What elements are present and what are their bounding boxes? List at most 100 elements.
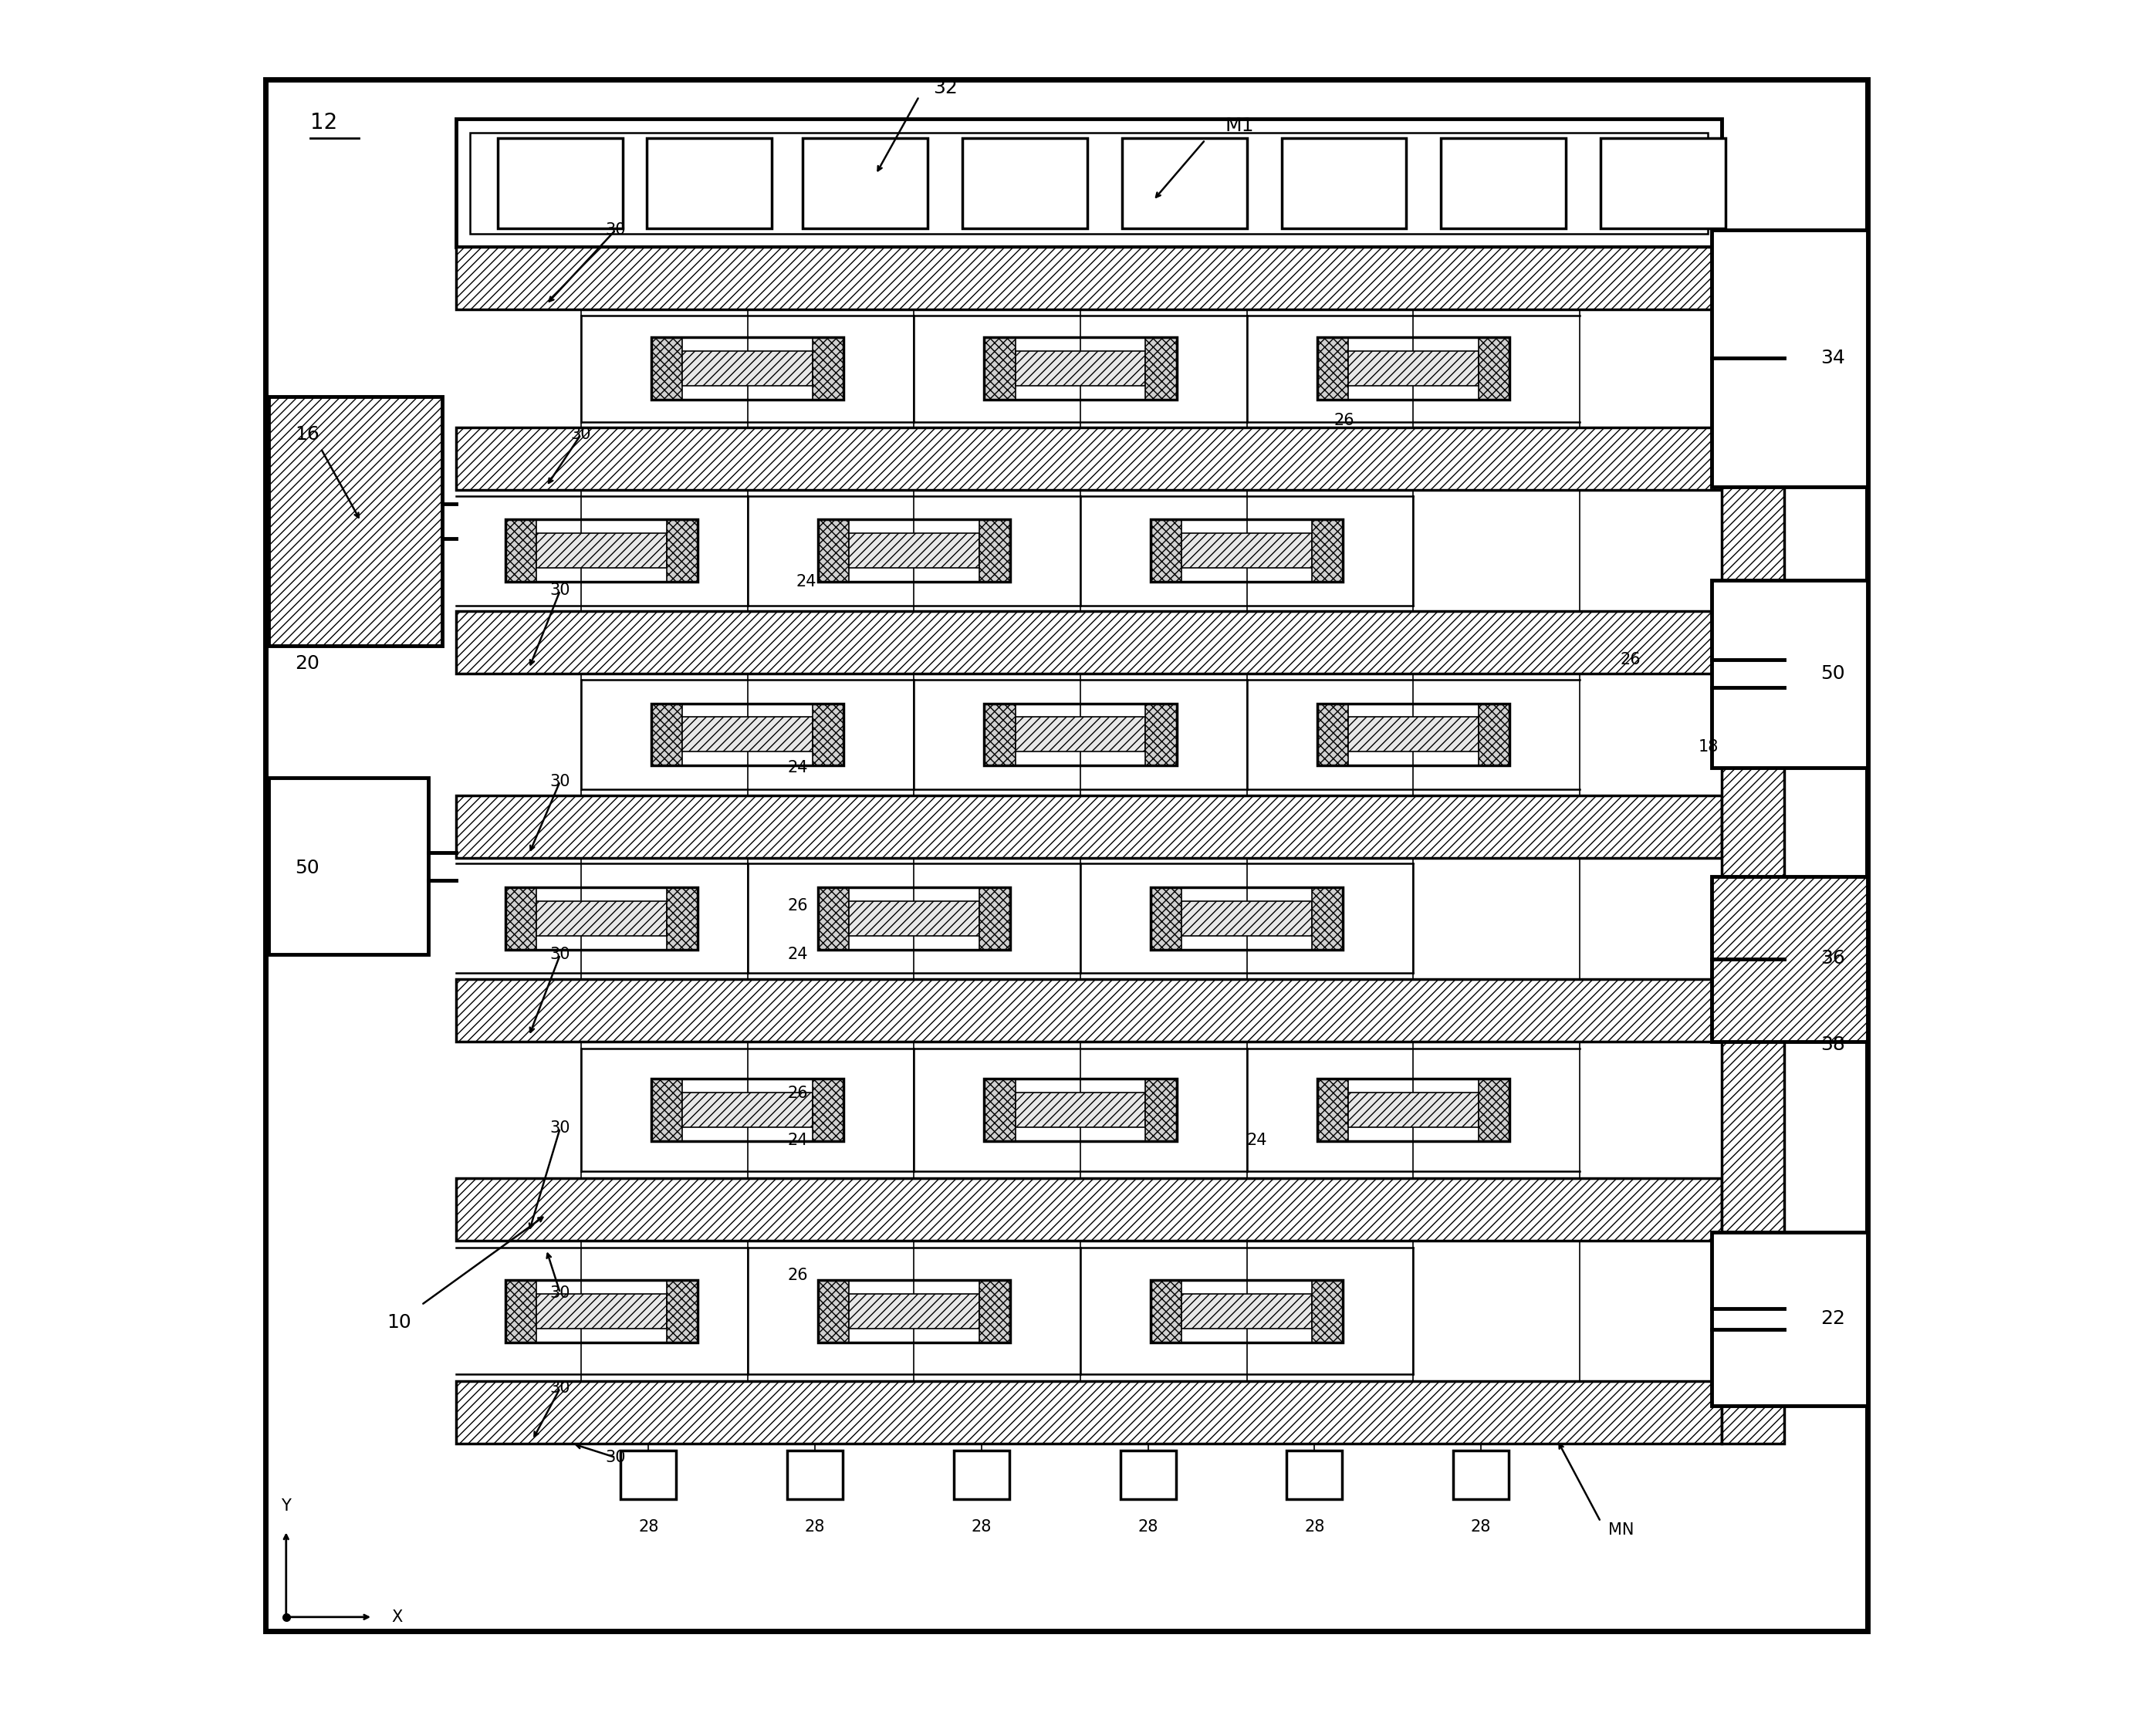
Bar <box>1182 1293 1312 1328</box>
Bar <box>983 1078 1177 1141</box>
Bar <box>1442 139 1566 227</box>
Bar <box>469 134 1709 233</box>
Bar <box>651 703 683 766</box>
Bar <box>668 1279 697 1342</box>
Bar <box>817 887 1011 950</box>
Text: 32: 32 <box>932 78 958 97</box>
Bar <box>1182 533 1312 568</box>
Bar <box>983 337 1177 399</box>
Bar <box>538 901 668 936</box>
Text: 26: 26 <box>787 1085 808 1101</box>
Bar <box>1316 337 1510 399</box>
Bar <box>1711 580 1869 767</box>
Bar <box>538 533 668 568</box>
Bar <box>456 247 1721 309</box>
Text: M1: M1 <box>1226 116 1254 135</box>
Bar <box>538 1293 668 1328</box>
Bar <box>813 337 845 399</box>
Bar <box>506 887 697 950</box>
Bar <box>802 139 928 227</box>
Bar <box>1282 139 1406 227</box>
Bar <box>983 703 1177 766</box>
Bar <box>817 1279 1011 1342</box>
Bar <box>1348 351 1478 385</box>
Bar <box>683 351 813 385</box>
Text: 30: 30 <box>550 1285 570 1300</box>
Bar <box>983 1078 1015 1141</box>
Bar <box>817 519 1011 582</box>
Bar <box>1145 337 1177 399</box>
Bar <box>983 337 1015 399</box>
Bar <box>953 1451 1009 1500</box>
Bar <box>497 139 623 227</box>
Bar <box>1122 139 1248 227</box>
Text: 30: 30 <box>550 1120 570 1135</box>
Bar <box>1145 1078 1177 1141</box>
Bar <box>668 519 697 582</box>
Text: 26: 26 <box>787 1267 808 1283</box>
Bar <box>506 1279 538 1342</box>
Bar <box>817 519 849 582</box>
Text: 24: 24 <box>796 575 817 590</box>
Bar <box>1348 717 1478 752</box>
Bar <box>849 533 979 568</box>
Bar <box>1600 139 1726 227</box>
Bar <box>668 887 697 950</box>
Bar <box>683 717 813 752</box>
Bar <box>1721 247 1785 1444</box>
Bar <box>979 887 1011 950</box>
Bar <box>849 1293 979 1328</box>
Text: 24: 24 <box>1248 1132 1267 1147</box>
Bar <box>979 519 1011 582</box>
Bar <box>1453 1451 1508 1500</box>
Text: 30: 30 <box>572 427 591 443</box>
Bar <box>651 703 845 766</box>
Text: 50: 50 <box>294 859 320 877</box>
Text: 28: 28 <box>804 1519 825 1535</box>
Bar <box>646 139 772 227</box>
Bar <box>1182 901 1312 936</box>
Bar <box>1120 1451 1175 1500</box>
Text: 30: 30 <box>550 774 570 790</box>
Bar <box>506 519 538 582</box>
Bar <box>849 901 979 936</box>
Bar <box>813 1078 845 1141</box>
Text: 26: 26 <box>1619 653 1640 668</box>
Text: 30: 30 <box>550 1380 570 1396</box>
Bar <box>456 611 1721 674</box>
Bar <box>506 519 697 582</box>
Text: 18: 18 <box>1698 740 1719 755</box>
Bar <box>1312 519 1344 582</box>
Text: 30: 30 <box>550 583 570 599</box>
Text: 30: 30 <box>606 1450 625 1465</box>
Bar <box>456 427 1721 490</box>
Bar <box>787 1451 843 1500</box>
Bar <box>817 887 849 950</box>
Bar <box>506 887 538 950</box>
Bar <box>1286 1451 1342 1500</box>
Text: 12: 12 <box>311 111 337 134</box>
Text: 26: 26 <box>787 899 808 913</box>
Text: 34: 34 <box>1822 349 1845 368</box>
Text: 30: 30 <box>550 946 570 962</box>
Bar <box>962 139 1088 227</box>
Bar <box>621 1451 676 1500</box>
Bar <box>1316 1078 1348 1141</box>
Text: 24: 24 <box>787 1132 808 1147</box>
Text: 10: 10 <box>386 1312 412 1332</box>
Bar <box>813 703 845 766</box>
Bar <box>1316 1078 1510 1141</box>
Bar <box>1312 1279 1344 1342</box>
Text: MN: MN <box>1608 1522 1634 1538</box>
Bar <box>269 396 442 646</box>
Bar <box>456 979 1721 1042</box>
Bar <box>264 80 1869 1630</box>
Bar <box>1150 887 1182 950</box>
Bar <box>1150 887 1344 950</box>
Text: 24: 24 <box>787 946 808 962</box>
Bar <box>1348 1092 1478 1127</box>
Bar <box>651 1078 845 1141</box>
Bar <box>1478 1078 1510 1141</box>
Bar <box>1711 1233 1869 1406</box>
Bar <box>269 778 429 955</box>
